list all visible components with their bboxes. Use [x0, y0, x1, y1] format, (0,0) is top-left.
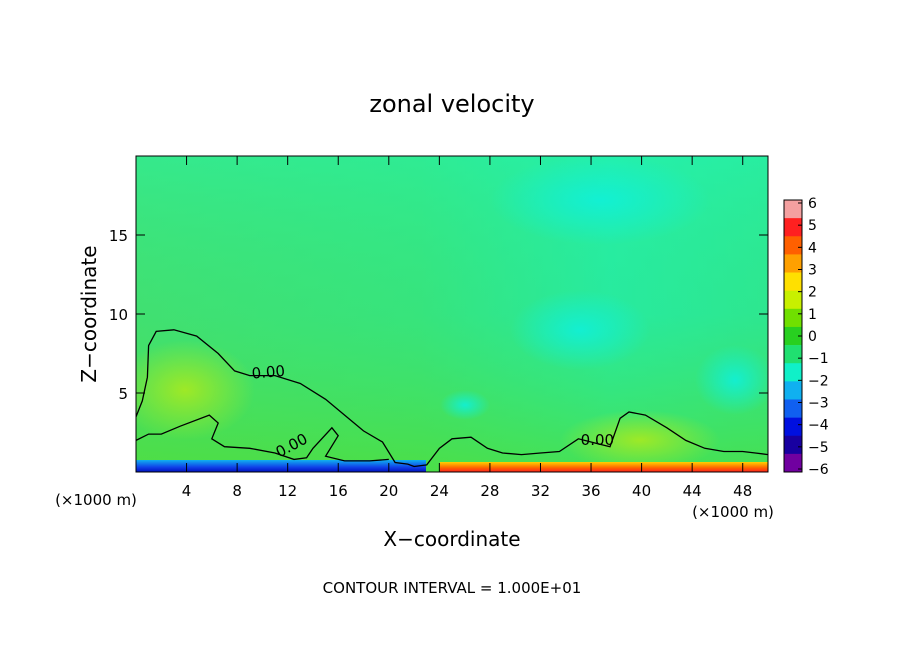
x-tick-label: 48	[733, 482, 752, 500]
field-positive-strip	[440, 462, 768, 472]
colorbar-swatch	[784, 254, 802, 273]
colorbar-swatch	[784, 218, 802, 237]
colorbar-tick-label: 6	[808, 196, 817, 212]
colorbar-swatch	[784, 236, 802, 255]
plot-area	[136, 156, 768, 472]
x-unit-left: (×1000 m)	[55, 491, 137, 509]
y-tick-label: 5	[118, 385, 128, 403]
colorbar-swatch	[784, 200, 802, 219]
colorbar-tick-label: 3	[808, 263, 817, 279]
x-tick-label: 20	[379, 482, 398, 500]
colorbar-swatch	[784, 381, 802, 400]
colorbar-tick-label: 4	[808, 240, 817, 256]
colorbar: 6 5 4 3 2 1 0 −1 −2 −3 −4 −5 −6	[783, 196, 829, 478]
colorbar-tick-label: 5	[808, 218, 817, 234]
x-tick-label: 12	[278, 482, 297, 500]
contour-value-label: 0.00	[251, 362, 286, 383]
colorbar-tick-label: −4	[808, 418, 829, 434]
x-tick-label: 4	[182, 482, 192, 500]
chart-title: zonal velocity	[369, 90, 534, 118]
y-tick-label: 15	[109, 227, 128, 245]
colorbar-swatch	[784, 435, 802, 455]
colorbar-swatch	[784, 308, 802, 328]
field-cool-region	[440, 390, 490, 420]
x-tick-label: 28	[480, 482, 499, 500]
x-axis: 4 8 12 16 20 24 28 32 36 40 44 48	[182, 156, 752, 500]
colorbar-swatch	[784, 363, 802, 382]
x-tick-label: 36	[581, 482, 600, 500]
field-warm-region	[560, 410, 720, 470]
x-tick-label: 24	[430, 482, 449, 500]
contour-value-label: 0.00	[581, 431, 614, 449]
colorbar-swatch	[784, 399, 802, 418]
x-tick-label: 40	[632, 482, 651, 500]
colorbar-tick-label: −2	[808, 373, 829, 389]
zero-contour-line	[136, 329, 768, 468]
colorbar-tick-label: −5	[808, 440, 829, 456]
field-warm-region	[136, 340, 255, 440]
y-axis: 5 10 15	[109, 227, 768, 403]
x-tick-label: 32	[531, 482, 550, 500]
colorbar-swatch	[784, 417, 802, 437]
colorbar-swatch	[784, 345, 802, 364]
y-tick-label: 10	[109, 306, 128, 324]
field-cool-region	[510, 290, 650, 370]
colorbar-swatch	[784, 290, 802, 310]
colorbar-tick-label: −3	[808, 396, 829, 412]
x-tick-label: 44	[683, 482, 702, 500]
field-negative-strip	[136, 460, 426, 472]
colorbar-tick-label: −1	[808, 351, 829, 367]
contour-interval-footer: CONTOUR INTERVAL = 1.000E+01	[323, 579, 582, 597]
field-cool-region	[695, 345, 768, 415]
x-axis-label: X−coordinate	[383, 527, 520, 551]
colorbar-tick-label: 1	[808, 307, 817, 323]
field-cool-region	[490, 156, 710, 245]
colorbar-swatch	[784, 453, 802, 473]
colorbar-tick-label: −6	[808, 462, 829, 478]
colorbar-tick-label: 2	[808, 285, 817, 301]
y-axis-label: Z−coordinate	[77, 245, 101, 382]
x-unit-right: (×1000 m)	[692, 503, 774, 521]
colorbar-swatch	[784, 272, 802, 291]
colorbar-swatch	[784, 326, 802, 346]
colorbar-tick-label: 0	[808, 329, 817, 345]
x-tick-label: 8	[232, 482, 242, 500]
x-tick-label: 16	[329, 482, 348, 500]
zero-contour-line-lower	[136, 414, 389, 462]
